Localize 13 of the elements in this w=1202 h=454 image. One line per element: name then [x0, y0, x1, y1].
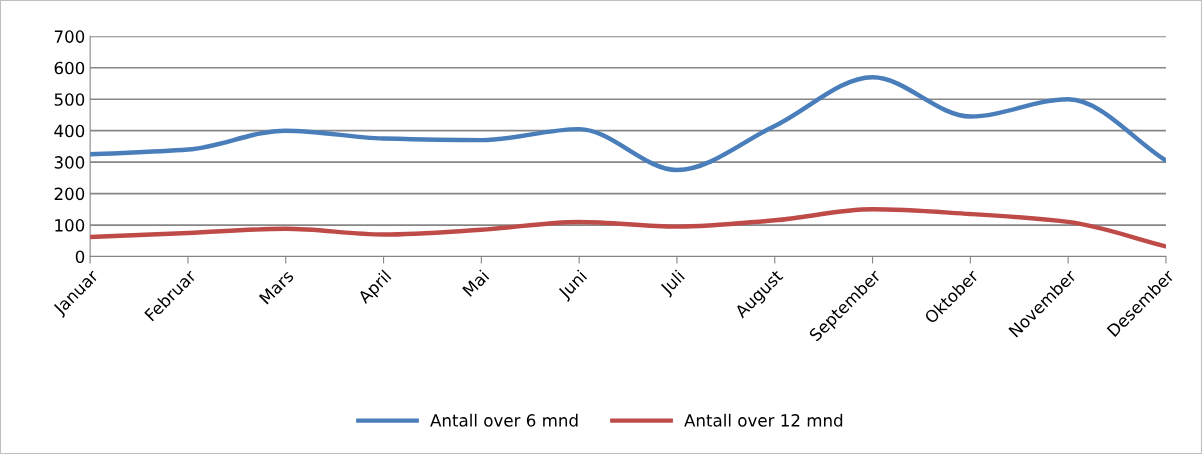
y-tick-label: 700 [54, 30, 85, 43]
legend-label: Antall over 6 mnd [430, 413, 578, 427]
y-tick-label: 100 [55, 219, 85, 232]
x-tick-label: Mai [461, 269, 490, 297]
y-tick-label: 300 [54, 156, 85, 169]
y-tick-label: 200 [54, 187, 85, 201]
y-tick-label: 500 [54, 93, 85, 106]
y-tick-label: 400 [54, 124, 85, 138]
line-series [90, 74, 1166, 173]
y-tick-label: 0 [75, 250, 85, 264]
y-tick-label: 600 [54, 61, 85, 75]
line-series [90, 207, 1166, 249]
legend-label: Antall over 12 mnd [684, 413, 843, 427]
